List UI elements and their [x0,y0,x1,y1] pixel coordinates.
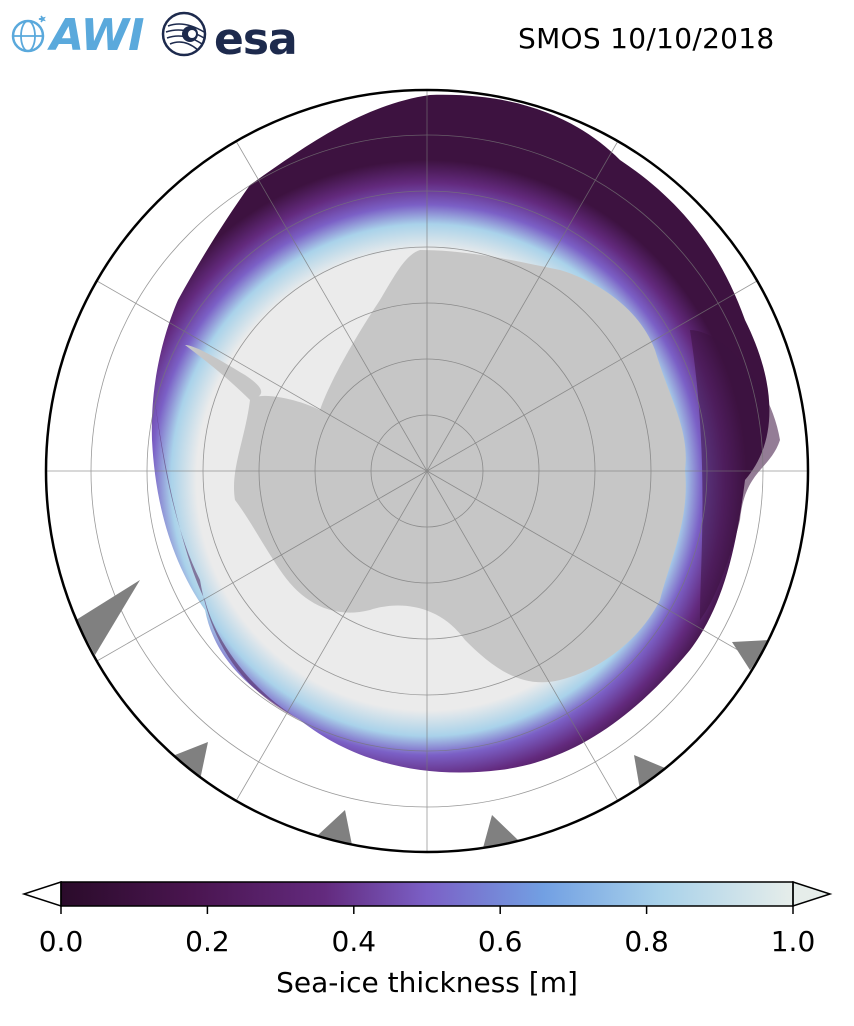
map-title: SMOS 10/10/2018 [518,22,775,55]
no-data-wedge [634,755,665,790]
colorbar-label: Sea-ice thickness [m] [276,966,578,999]
thin-ice-band-east [690,330,780,620]
no-data-wedge [76,580,140,655]
antarctica-landmass [233,250,686,683]
esa-logo: esa [160,6,310,65]
esa-logo-text: esa [214,14,298,65]
no-data-wedge [175,742,208,780]
colorbar [21,880,833,914]
colorbar-tick-label: 0.2 [185,925,230,958]
map-boundary [44,88,810,854]
graticule [46,90,808,852]
colorbar-extend-min [21,880,62,908]
colorbar-tick-label: 0.0 [38,925,84,958]
antarctic-peninsula [185,345,262,400]
thin-ice-band-west [152,380,300,720]
awi-globe-icon [11,15,46,53]
colorbar-tick-label: 1.0 [770,925,816,958]
awi-logo-text: AWI [50,10,145,61]
awi-logo: AWI [8,6,148,62]
colorbar-gradient [61,882,793,906]
no-data-wedge [732,640,770,670]
colorbar-tick-label: 0.4 [331,925,377,958]
colorbar-tick-label: 0.8 [624,925,669,958]
colorbar-extend-max [792,880,833,908]
colorbar-tick-label: 0.6 [477,925,523,958]
esa-emblem-icon [161,11,207,57]
no-data-wedge [318,810,352,845]
no-data-wedge [483,815,518,848]
colorbar-ticks [60,906,794,914]
